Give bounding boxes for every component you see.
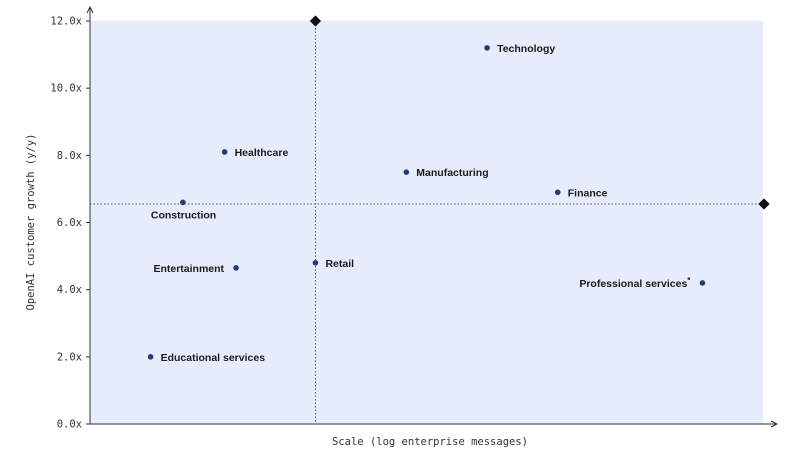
data-label-superscript: * xyxy=(687,276,691,285)
data-label-text: Healthcare xyxy=(235,147,289,159)
horizontal-reference-marker xyxy=(758,198,770,210)
y-tick-label: 6.0x xyxy=(57,217,82,229)
y-tick-label: 12.0x xyxy=(50,16,82,28)
data-point xyxy=(403,169,410,175)
data-point xyxy=(180,199,186,206)
y-tick-label: 0.0x xyxy=(57,419,82,431)
y-axis-arrow xyxy=(86,5,94,14)
data-label-text: Professional services xyxy=(579,278,687,290)
data-point xyxy=(554,189,561,196)
data-label: Retail xyxy=(325,258,354,270)
data-point xyxy=(312,260,319,266)
data-label: Technology xyxy=(497,43,555,55)
data-label: Construction xyxy=(151,209,216,221)
plot-background xyxy=(90,21,763,424)
y-tick-label: 10.0x xyxy=(50,83,82,95)
data-label-text: Retail xyxy=(325,258,354,270)
y-tick-label: 4.0x xyxy=(57,284,82,296)
data-label: Entertainment xyxy=(153,263,224,275)
data-label-text: Manufacturing xyxy=(416,167,488,179)
data-label: Manufacturing xyxy=(416,167,488,179)
data-label: Finance xyxy=(568,187,608,199)
y-tick-label: 2.0x xyxy=(57,351,82,363)
x-axis-arrow xyxy=(770,420,779,428)
data-point xyxy=(233,265,239,271)
data-label-text: Finance xyxy=(568,187,608,199)
y-axis-title: OpenAI customer growth (y/y) xyxy=(25,133,37,310)
data-label-text: Construction xyxy=(151,209,216,221)
data-label: Healthcare xyxy=(235,147,289,159)
y-tick-label: 8.0x xyxy=(57,150,82,162)
data-label: Educational services xyxy=(161,352,266,364)
data-point xyxy=(699,280,706,286)
data-point xyxy=(147,354,154,360)
data-label-text: Technology xyxy=(497,43,555,55)
x-axis-title: Scale (log enterprise messages) xyxy=(332,436,528,448)
data-point xyxy=(484,45,490,51)
data-label-text: Educational services xyxy=(161,352,266,364)
data-label: Professional services* xyxy=(579,276,691,290)
data-label-text: Entertainment xyxy=(153,263,224,275)
data-point xyxy=(221,149,228,155)
